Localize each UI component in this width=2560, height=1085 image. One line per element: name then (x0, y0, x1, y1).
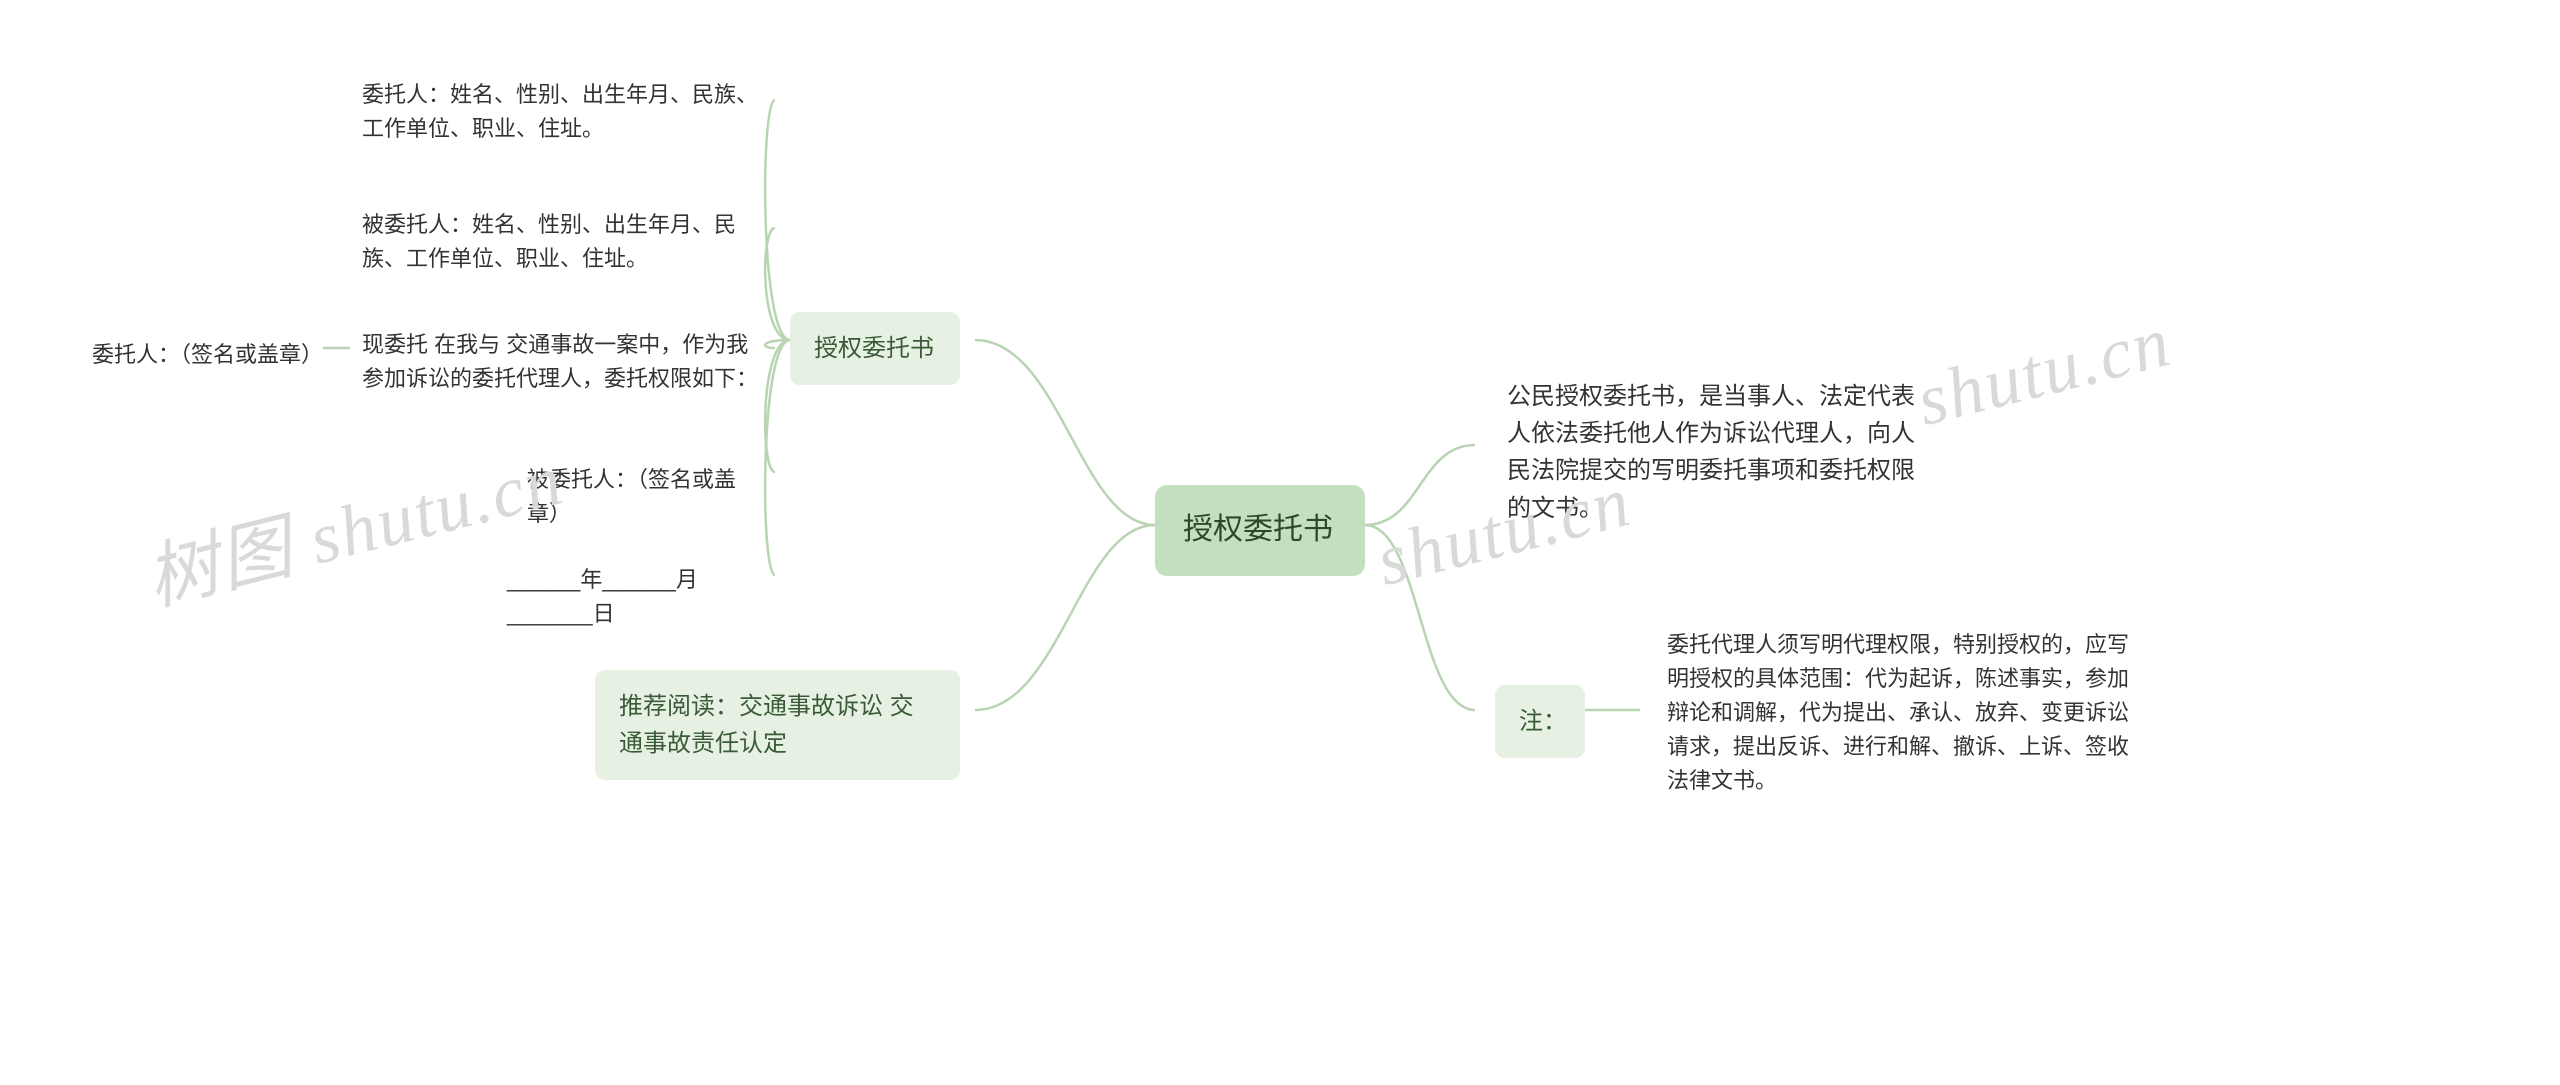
left-leaf-2-text: 被委托人：姓名、性别、出生年月、民族、工作单位、职业、住址。 (362, 212, 736, 271)
left-leaf-1-text: 委托人：姓名、性别、出生年月、民族、工作单位、职业、住址。 (362, 82, 758, 141)
left-leaf-1-principal: 委托人：姓名、性别、出生年月、民族、工作单位、职业、住址。 (350, 70, 770, 154)
root-label: 授权委托书 (1183, 513, 1333, 546)
right-branch-2-note: 注： (1495, 685, 1585, 758)
left-branch-1-document: 授权委托书 (790, 312, 960, 385)
right-branch-2-text: 注： (1519, 708, 1567, 735)
right-leaf-2-text: 委托代理人须写明代理权限，特别授权的，应写明授权的具体范围：代为起诉，陈述事实，… (1667, 632, 2129, 793)
left-leaf-3-child-text: 委托人：（签名或盖章） (92, 342, 323, 367)
left-leaf-2-agent: 被委托人：姓名、性别、出生年月、民族、工作单位、职业、住址。 (350, 200, 770, 284)
left-leaf-5-text: ______年______月_______日 (507, 567, 698, 626)
left-branch-1-text: 授权委托书 (814, 335, 934, 362)
right-branch-1-description: 公民授权委托书，是当事人、法定代表人依法委托他人作为诉讼代理人，向人民法院提交的… (1495, 370, 1945, 535)
watermark-text: shutu.cn (1909, 300, 2179, 443)
left-leaf-3-entrust: 现委托 在我与 交通事故一案中，作为我参加诉讼的委托代理人，委托权限如下： (350, 320, 770, 404)
right-branch-1-text: 公民授权委托书，是当事人、法定代表人依法委托他人作为诉讼代理人，向人民法院提交的… (1507, 383, 1915, 522)
left-branch-2-recommended: 推荐阅读：交通事故诉讼 交通事故责任认定 (595, 670, 960, 780)
left-leaf-4-agent-signature: 被委托人：（签名或盖章） (515, 455, 775, 539)
left-leaf-5-date: ______年______月_______日 (495, 555, 775, 639)
left-leaf-3-text: 现委托 在我与 交通事故一案中，作为我参加诉讼的委托代理人，委托权限如下： (362, 332, 758, 391)
left-branch-2-text: 推荐阅读：交通事故诉讼 交通事故责任认定 (619, 693, 914, 757)
left-leaf-4-text: 被委托人：（签名或盖章） (527, 467, 736, 526)
right-leaf-2-note-detail: 委托代理人须写明代理权限，特别授权的，应写明授权的具体范围：代为起诉，陈述事实，… (1655, 620, 2155, 806)
left-leaf-3-child-signature: 委托人：（签名或盖章） (80, 330, 330, 380)
root-node: 授权委托书 (1155, 485, 1365, 576)
